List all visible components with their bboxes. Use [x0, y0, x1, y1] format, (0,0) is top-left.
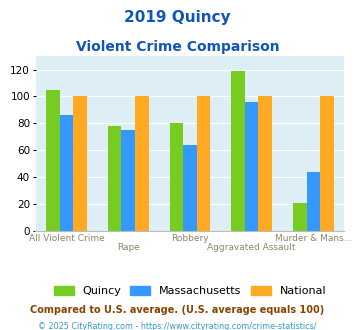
Text: Compared to U.S. average. (U.S. average equals 100): Compared to U.S. average. (U.S. average …: [31, 305, 324, 315]
Bar: [293, 203, 307, 231]
Text: Rape: Rape: [117, 243, 140, 252]
Bar: [121, 130, 135, 231]
Text: 2019 Quincy: 2019 Quincy: [124, 10, 231, 25]
Bar: [320, 96, 334, 231]
Bar: [197, 96, 210, 231]
Legend: Quincy, Massachusetts, National: Quincy, Massachusetts, National: [54, 285, 326, 296]
Text: Violent Crime Comparison: Violent Crime Comparison: [76, 40, 279, 53]
Bar: [258, 96, 272, 231]
Bar: [245, 102, 258, 231]
Bar: [108, 126, 121, 231]
Bar: [170, 123, 183, 231]
Bar: [135, 96, 148, 231]
Bar: [46, 90, 60, 231]
Bar: [307, 172, 320, 231]
Text: Aggravated Assault: Aggravated Assault: [207, 243, 296, 252]
Bar: [73, 96, 87, 231]
Bar: [231, 71, 245, 231]
Bar: [183, 145, 197, 231]
Bar: [60, 115, 73, 231]
Text: © 2025 CityRating.com - https://www.cityrating.com/crime-statistics/: © 2025 CityRating.com - https://www.city…: [38, 322, 317, 330]
